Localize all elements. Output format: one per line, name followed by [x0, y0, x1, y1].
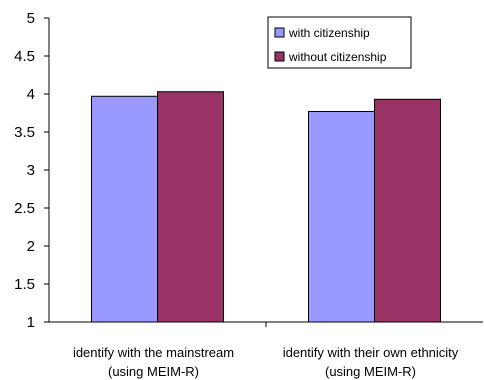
y-tick-label: 1	[27, 314, 35, 331]
x-category-label: (using MEIM-R)	[325, 364, 416, 379]
bars	[91, 91, 441, 323]
bar-without-citizenship	[157, 91, 224, 323]
bar-with-citizenship	[308, 110, 375, 323]
y-tick-label: 4.5	[14, 48, 35, 65]
legend-entry-label: without citizenship	[288, 50, 387, 64]
x-category-label: (using MEIM-R)	[108, 364, 199, 379]
y-tick-label: 3	[27, 162, 35, 179]
y-tick-label: 5	[27, 10, 35, 27]
bar-without-citizenship	[374, 98, 441, 323]
legend-box	[267, 16, 412, 69]
x-category-label: identify with their own ethnicity	[283, 345, 459, 360]
y-tick-label: 2.5	[14, 200, 35, 217]
y-axis-ticks: 1 1.5 2 2.5 3 3.5 4 4.5 5	[14, 10, 49, 331]
y-tick-label: 4	[27, 86, 35, 103]
legend-entry-label: with citizenship	[288, 26, 370, 40]
legend-swatch	[274, 27, 285, 38]
y-tick-label: 1.5	[14, 276, 35, 293]
legend-swatch	[274, 51, 285, 62]
y-tick-label: 3.5	[14, 124, 35, 141]
x-category-label: identify with the mainstream	[73, 345, 234, 360]
y-tick-label: 2	[27, 238, 35, 255]
bar-with-citizenship	[91, 95, 158, 323]
x-axis-category-labels: identify with the mainstream (using MEIM-…	[73, 345, 459, 379]
legend: with citizenship without citizenship	[267, 16, 412, 69]
